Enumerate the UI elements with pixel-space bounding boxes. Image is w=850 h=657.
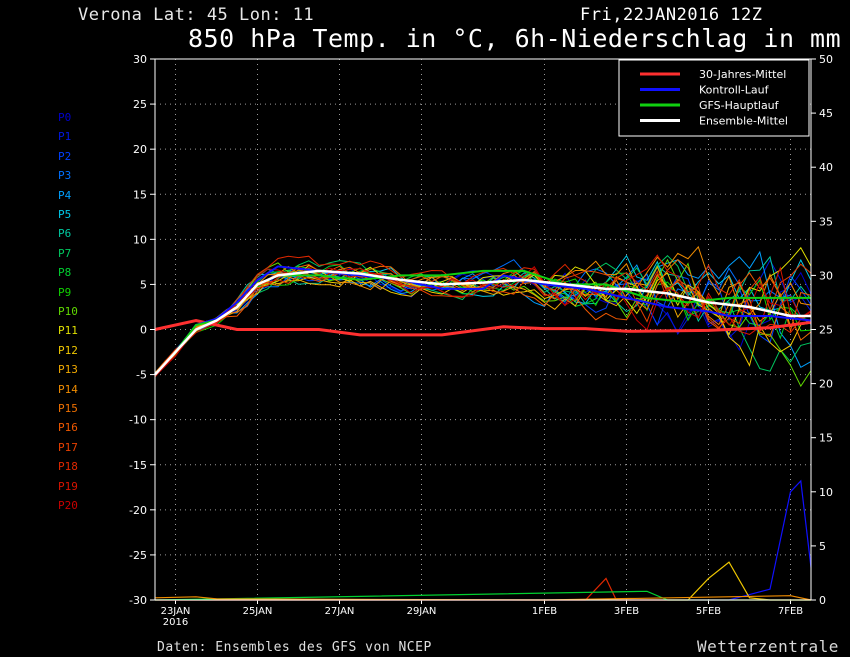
member-label-p10: P10 [58,305,78,318]
precip-line-p14 [154,595,812,601]
member-label-p14: P14 [58,382,78,396]
location-label: Verona Lat: 45 Lon: 11 [78,5,315,25]
legend-label: Ensemble-Mittel [699,115,788,128]
x-tick-label: 29JAN [407,606,437,617]
series-line-ensemble-mittel [154,269,811,376]
y-tick-label: -25 [129,549,147,562]
member-label-p9: P9 [58,285,72,299]
y-tick-label: 25 [133,98,147,111]
y-tick-label: 5 [140,278,147,291]
x-tick-label: 23JAN [161,606,191,617]
member-label-p1: P1 [58,130,72,144]
x-tick-label: 5FEB [696,606,721,617]
y2-tick-label: 5 [819,540,826,553]
member-label-p19: P19 [58,479,78,493]
member-line-p14 [154,245,812,374]
member-label-p15: P15 [58,402,78,415]
member-label-p17: P17 [58,440,78,454]
y2-tick-label: 30 [819,269,833,282]
member-label-p13: P13 [58,363,78,377]
y2-tick-label: 50 [819,53,833,66]
y-tick-label: -20 [129,504,147,517]
legend-label: 30-Jahres-Mittel [699,68,786,81]
y-tick-label: -30 [129,594,147,607]
chart-title: 850 hPa Temp. in °C, 6h-Niederschlag in … [188,24,842,53]
y2-tick-label: 40 [819,161,833,174]
member-label-p7: P7 [58,246,72,260]
y-tick-label: -15 [129,459,147,472]
y2-tick-label: 45 [819,107,833,120]
main-series-lines [154,265,812,376]
member-label-p6: P6 [58,227,72,241]
member-label-p16: P16 [58,421,78,435]
x-tick-label: 3FEB [614,606,639,617]
series-line-kontroll-lauf [154,265,812,376]
x-tick-label: 27JAN [325,606,355,617]
member-label-p8: P8 [58,266,72,280]
plot-frame [154,58,812,601]
y-axis-left: 30 25 20 15 10 5 0 -5 -10 -15 -20 -25 -30 [129,53,155,607]
member-label-p5: P5 [58,208,72,221]
member-label-p18: P18 [58,460,78,474]
member-label-p0: P0 [58,111,72,124]
x-tick-label: 1FEB [532,606,557,617]
y-tick-label: 30 [133,53,147,66]
precipitation-lines [154,479,812,601]
y-tick-label: -5 [136,369,147,382]
member-label-p12: P12 [58,343,78,357]
run-date-label: Fri,22JAN2016 12Z [580,5,763,25]
legend-label: Kontroll-Lauf [699,84,770,97]
y2-tick-label: 10 [819,486,833,499]
x-tick-label: 25JAN [243,606,273,617]
series-line-30-jahres-mittel [154,318,812,337]
y-tick-label: 10 [133,233,147,246]
precip-line-kontroll-lauf [155,479,812,601]
x-tick-label: 7FEB [778,606,803,617]
member-label-p4: P4 [58,188,72,202]
y2-tick-label: 35 [819,215,833,228]
y2-tick-label: 20 [819,378,833,391]
member-line-p18 [154,255,812,376]
member-label-p2: P2 [58,149,72,163]
y-tick-label: 0 [140,324,147,337]
member-label-p20: P20 [58,499,78,512]
y-tick-label: 15 [133,188,147,201]
ensemble-member-lines [154,245,812,388]
y2-tick-label: 0 [819,594,826,607]
legend-label: GFS-Hauptlauf [699,99,780,112]
y-tick-label: -10 [129,414,147,427]
legend: 30-Jahres-Mittel Kontroll-Lauf GFS-Hauptla… [618,59,810,137]
member-label-p3: P3 [58,169,72,183]
brand-label: Wetterzentrale [697,637,839,656]
y2-tick-label: 25 [819,324,833,337]
data-source-label: Daten: Ensembles des GFS von NCEP [157,640,432,655]
x-tick-sublabel: 2016 [163,617,188,628]
y-tick-label: 20 [133,143,147,156]
member-label-p11: P11 [58,324,78,338]
y2-tick-label: 15 [819,432,833,445]
